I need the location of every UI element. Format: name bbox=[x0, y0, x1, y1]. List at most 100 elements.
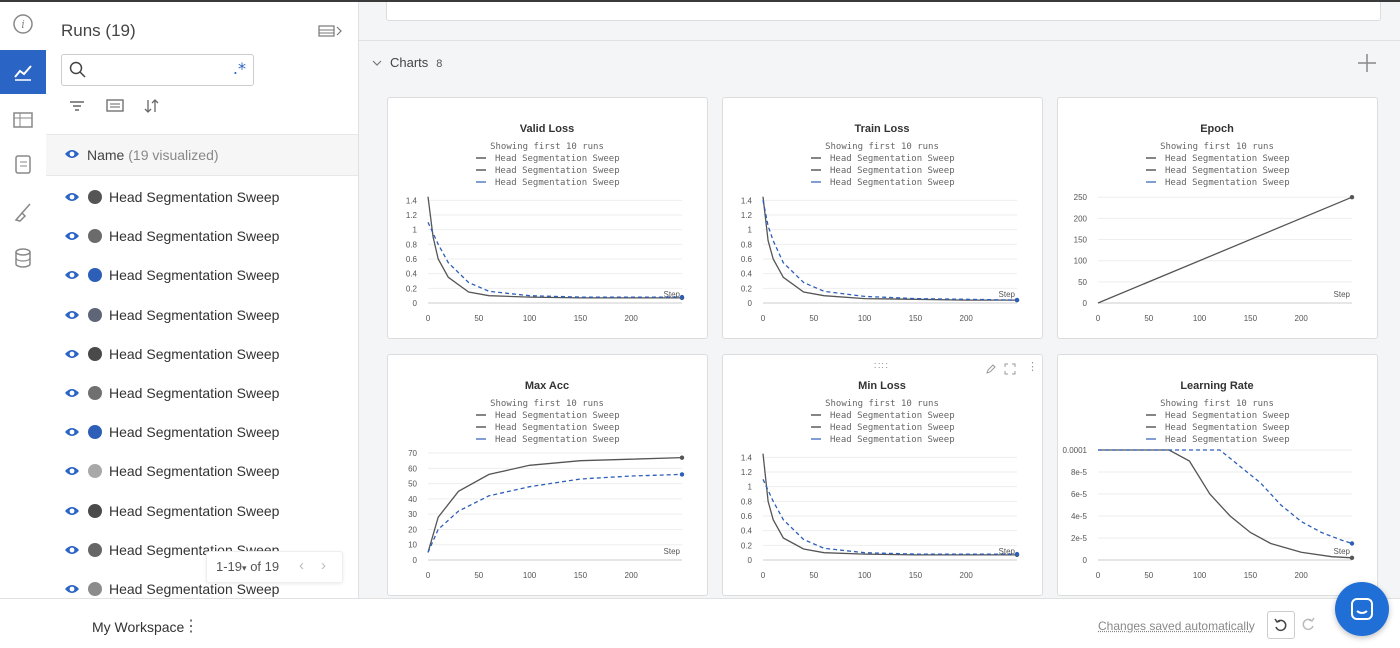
y-tick-label: 0 bbox=[413, 299, 418, 308]
chart-panel-train-loss[interactable]: Train Loss Showing first 10 runs Head Segm… bbox=[722, 97, 1043, 339]
name-column-header[interactable]: Name (19 visualized) bbox=[87, 147, 219, 163]
run-name[interactable]: Head Segmentation Sweep bbox=[109, 306, 280, 323]
run-name[interactable]: Head Segmentation Sweep bbox=[109, 189, 280, 205]
workspace-name[interactable]: My Workspace bbox=[92, 619, 185, 635]
legend-entry: Head Segmentation Sweep bbox=[1165, 178, 1290, 188]
chat-launcher-button[interactable] bbox=[1335, 582, 1389, 636]
run-color-dot[interactable] bbox=[88, 268, 102, 283]
run-name[interactable]: Head Segmentation Sweep bbox=[109, 424, 280, 441]
chart-title: Train Loss bbox=[854, 123, 909, 135]
legend-entry: Head Segmentation Sweep bbox=[1165, 154, 1290, 164]
y-tick-label: 0 bbox=[748, 556, 753, 565]
run-row[interactable]: Head Segmentation Sweep bbox=[46, 570, 358, 598]
nav-overview[interactable]: i bbox=[0, 2, 46, 46]
run-name[interactable]: Head Segmentation Sweep bbox=[109, 463, 280, 480]
search-box[interactable]: .* bbox=[61, 54, 254, 86]
run-row[interactable]: Head Segmentation Sweep bbox=[46, 452, 358, 491]
eye-icon[interactable] bbox=[64, 309, 80, 321]
y-tick-label: 0 bbox=[1083, 556, 1088, 565]
redo-icon[interactable] bbox=[1300, 616, 1316, 632]
run-row[interactable]: Head Segmentation Sweep bbox=[46, 256, 358, 295]
undo-button[interactable] bbox=[1267, 611, 1295, 639]
left-nav: i bbox=[0, 2, 47, 598]
section-divider bbox=[359, 40, 1400, 41]
run-color-dot[interactable] bbox=[88, 307, 102, 322]
run-color-dot[interactable] bbox=[88, 229, 102, 244]
more-options-icon[interactable]: ⋮ bbox=[1027, 361, 1038, 373]
chart-panel-learning-rate[interactable]: Learning Rate Showing first 10 runs Head S… bbox=[1057, 354, 1378, 596]
charts-section-header[interactable]: Charts 8 bbox=[372, 55, 442, 70]
run-color-dot[interactable] bbox=[88, 190, 102, 204]
eye-icon[interactable] bbox=[64, 544, 80, 556]
x-tick-label: 50 bbox=[809, 571, 818, 580]
eye-icon[interactable] bbox=[64, 387, 80, 399]
chart-panel-min-loss[interactable]: Min Loss Showing first 10 runs Head Segmen… bbox=[722, 354, 1043, 596]
filter-icon[interactable] bbox=[68, 98, 86, 114]
prev-page-icon[interactable]: ‹ bbox=[299, 557, 304, 574]
eye-icon[interactable] bbox=[64, 191, 80, 203]
chart-panel-max-acc[interactable]: Max Acc Showing first 10 runs Head Segment… bbox=[387, 354, 708, 596]
regex-icon[interactable]: .* bbox=[232, 59, 246, 78]
eye-icon[interactable] bbox=[64, 348, 80, 360]
legend-showing-text: Showing first 10 runs bbox=[1160, 399, 1274, 409]
run-color-dot[interactable] bbox=[88, 425, 102, 440]
run-name[interactable]: Head Segmentation Sweep bbox=[109, 581, 280, 597]
chart-panel-valid-loss[interactable]: Valid Loss Showing first 10 runs Head Segm… bbox=[387, 97, 708, 339]
series-line bbox=[762, 453, 1017, 556]
run-row[interactable]: Head Segmentation Sweep bbox=[46, 492, 358, 531]
edit-icon[interactable] bbox=[985, 363, 997, 375]
x-tick-label: 100 bbox=[1193, 314, 1207, 323]
search-input[interactable] bbox=[92, 61, 226, 79]
sort-icon[interactable] bbox=[143, 98, 161, 114]
workspace-menu-icon[interactable]: ⋮ bbox=[183, 618, 199, 635]
eye-icon[interactable] bbox=[64, 269, 80, 281]
drag-handle-icon[interactable]: ∷∷ bbox=[874, 361, 889, 372]
run-color-dot[interactable] bbox=[88, 542, 102, 557]
group-icon[interactable] bbox=[105, 98, 125, 114]
nav-reports[interactable] bbox=[0, 142, 46, 186]
series-line bbox=[427, 456, 683, 553]
run-row[interactable]: Head Segmentation Sweep bbox=[46, 374, 358, 413]
series-end-point bbox=[679, 294, 685, 300]
run-row[interactable]: Head Segmentation Sweep bbox=[46, 296, 358, 335]
run-color-dot[interactable] bbox=[88, 386, 102, 400]
run-name[interactable]: Head Segmentation Sweep bbox=[109, 502, 280, 519]
run-name[interactable]: Head Segmentation Sweep bbox=[109, 385, 280, 401]
run-row[interactable]: Head Segmentation Sweep bbox=[46, 413, 358, 452]
nav-artifacts[interactable] bbox=[0, 236, 46, 280]
add-panel-icon[interactable] bbox=[1356, 52, 1378, 74]
eye-icon[interactable] bbox=[64, 505, 80, 517]
y-tick-label: 0.0001 bbox=[1063, 446, 1088, 455]
series-line bbox=[1097, 196, 1353, 304]
eye-icon[interactable] bbox=[64, 583, 80, 595]
fullscreen-icon[interactable] bbox=[1004, 363, 1016, 375]
nav-sweeps[interactable] bbox=[0, 190, 46, 234]
run-name[interactable]: Head Segmentation Sweep bbox=[109, 228, 280, 245]
run-name[interactable]: Head Segmentation Sweep bbox=[109, 345, 280, 362]
y-tick-label: 150 bbox=[1074, 236, 1088, 245]
eye-icon[interactable] bbox=[64, 148, 80, 160]
next-page-icon[interactable]: › bbox=[321, 557, 326, 574]
run-color-dot[interactable] bbox=[88, 346, 102, 361]
y-tick-label: 8e-5 bbox=[1071, 468, 1088, 477]
eye-icon[interactable] bbox=[64, 465, 80, 477]
run-row[interactable]: Head Segmentation Sweep bbox=[46, 335, 358, 374]
eye-icon[interactable] bbox=[64, 426, 80, 438]
run-row[interactable]: Head Segmentation Sweep bbox=[46, 217, 358, 256]
run-color-dot[interactable] bbox=[88, 582, 102, 596]
y-tick-label: 1 bbox=[748, 483, 753, 492]
nav-table[interactable] bbox=[0, 98, 46, 142]
expand-table-icon[interactable] bbox=[318, 23, 344, 39]
run-color-dot[interactable] bbox=[88, 464, 102, 479]
nav-charts[interactable] bbox=[0, 50, 46, 94]
run-row[interactable]: Head Segmentation Sweep bbox=[46, 178, 358, 217]
y-tick-label: 4e-5 bbox=[1071, 512, 1088, 521]
y-tick-label: 250 bbox=[1074, 193, 1088, 202]
eye-icon[interactable] bbox=[64, 230, 80, 242]
run-name[interactable]: Head Segmentation Sweep bbox=[109, 267, 280, 284]
run-color-dot[interactable] bbox=[88, 503, 102, 518]
legend-entry: Head Segmentation Sweep bbox=[830, 166, 955, 176]
x-tick-label: 200 bbox=[1295, 571, 1309, 580]
page-range[interactable]: 1-19 bbox=[216, 559, 243, 574]
chart-panel-epoch[interactable]: Epoch Showing first 10 runs Head Segmentat… bbox=[1057, 97, 1378, 339]
